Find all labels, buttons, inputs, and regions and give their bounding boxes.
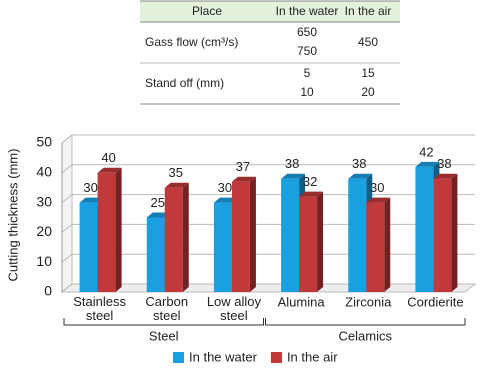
group-bracket xyxy=(265,318,466,326)
x-tick-label: Stainless steel xyxy=(73,294,126,323)
group-bracket xyxy=(63,318,264,326)
bar-top xyxy=(433,173,458,179)
table-cell: Gass flow (cm³/s) xyxy=(145,35,238,49)
value-label: 40 xyxy=(101,150,115,165)
grid-line xyxy=(61,253,475,263)
x-tick-label: Carbon steel xyxy=(145,294,188,323)
table-cell: 10 xyxy=(300,85,314,99)
bar-side xyxy=(249,176,256,292)
group-label: Steel xyxy=(149,328,179,343)
y-tick-label: 20 xyxy=(36,223,52,239)
y-tick-label: 10 xyxy=(36,253,52,269)
bar-top xyxy=(299,191,324,197)
table-header-bg xyxy=(140,1,400,22)
table-cell: 5 xyxy=(304,66,311,80)
y-tick-label: 40 xyxy=(36,164,52,180)
back-wall xyxy=(61,133,73,294)
x-tick-label: Alumina xyxy=(278,294,326,309)
table-header: In the air xyxy=(345,4,392,18)
value-label: 30 xyxy=(218,180,232,195)
value-label: 42 xyxy=(419,144,433,159)
bar-side xyxy=(451,173,458,292)
grid-line xyxy=(61,194,475,203)
bar xyxy=(146,217,165,292)
bar xyxy=(164,187,183,292)
bar xyxy=(213,202,232,292)
value-label: 25 xyxy=(151,195,165,210)
bar xyxy=(281,178,300,292)
bar xyxy=(79,202,98,292)
value-label: 32 xyxy=(303,174,317,189)
table-cell: Stand off (mm) xyxy=(145,76,224,90)
bar-side xyxy=(317,191,324,292)
value-label: 35 xyxy=(169,165,183,180)
legend-label: In the water xyxy=(189,349,258,364)
value-label: 30 xyxy=(83,180,97,195)
grid-line xyxy=(61,283,475,293)
table-cell: 650 xyxy=(297,25,317,39)
bar-top xyxy=(415,161,440,167)
bar xyxy=(433,178,452,292)
bar xyxy=(299,196,318,292)
x-tick-label: Zirconia xyxy=(345,294,392,309)
value-label: 30 xyxy=(370,180,384,195)
x-tick-label: Low alloy steel xyxy=(207,294,262,323)
y-axis-label: Cutting thickness (mm) xyxy=(5,149,20,282)
y-tick-label: 0 xyxy=(44,283,52,299)
bar-top xyxy=(281,173,306,179)
legend-label: In the air xyxy=(287,349,338,364)
grid-line xyxy=(61,134,475,144)
value-label: 38 xyxy=(437,156,451,171)
value-label: 38 xyxy=(352,156,366,171)
bar-top xyxy=(366,197,391,203)
floor xyxy=(60,283,477,293)
bar xyxy=(366,202,385,292)
table-cell: 20 xyxy=(361,85,375,99)
group-label: Celamics xyxy=(339,328,393,343)
table-cell: 450 xyxy=(358,35,378,49)
grid-line xyxy=(61,164,475,174)
bar-top xyxy=(348,173,373,179)
legend-swatch xyxy=(270,352,282,363)
bar-top xyxy=(164,182,189,188)
table-header: Place xyxy=(192,4,222,18)
bar-side xyxy=(115,167,122,292)
value-label: 37 xyxy=(236,159,250,174)
bar xyxy=(97,172,116,292)
y-tick-label: 30 xyxy=(36,193,52,209)
bar-side xyxy=(182,182,189,292)
bar xyxy=(231,181,250,292)
legend-swatch xyxy=(173,352,184,363)
bar-side xyxy=(384,197,391,292)
y-tick-label: 50 xyxy=(36,134,52,150)
bar-top xyxy=(231,176,256,182)
table: Place In the water In the air Gass flow … xyxy=(140,0,400,105)
bar xyxy=(348,178,367,292)
table-cell: 15 xyxy=(361,66,375,80)
value-label: 38 xyxy=(285,156,299,171)
table-cell: 750 xyxy=(297,44,317,58)
grid-line xyxy=(61,223,475,233)
bar-top xyxy=(97,167,122,173)
table-header: In the water xyxy=(276,4,339,18)
x-tick-label: Cordierite xyxy=(407,294,463,309)
bar xyxy=(415,166,434,292)
